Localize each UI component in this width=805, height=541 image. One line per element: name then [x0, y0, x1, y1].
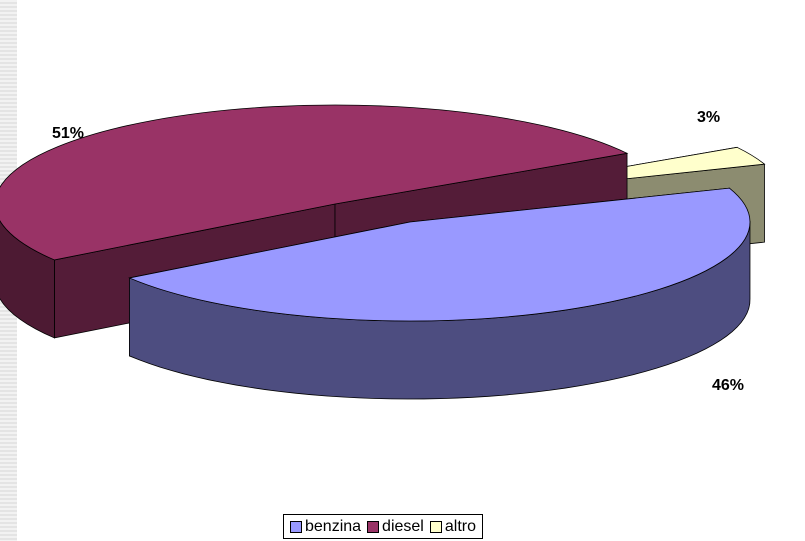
data-label-altro: 3% — [697, 109, 720, 126]
legend-item-diesel: diesel — [367, 518, 424, 536]
legend: benzina diesel altro — [283, 514, 483, 539]
data-label-benzina: 46% — [712, 377, 744, 394]
legend-swatch-altro — [429, 520, 442, 533]
legend-item-benzina: benzina — [290, 518, 361, 536]
legend-label-diesel: diesel — [382, 517, 424, 535]
slice-top-diesel — [0, 104, 629, 261]
slice-benzina — [128, 187, 751, 400]
data-label-diesel: 51% — [52, 125, 84, 142]
legend-item-altro: altro — [429, 517, 476, 536]
slice-top-benzina — [128, 187, 751, 322]
legend-label-altro: altro — [444, 517, 476, 535]
legend-label-benzina: benzina — [305, 517, 362, 535]
legend-swatch-diesel — [367, 520, 380, 533]
legend-swatch-benzina — [290, 520, 302, 533]
